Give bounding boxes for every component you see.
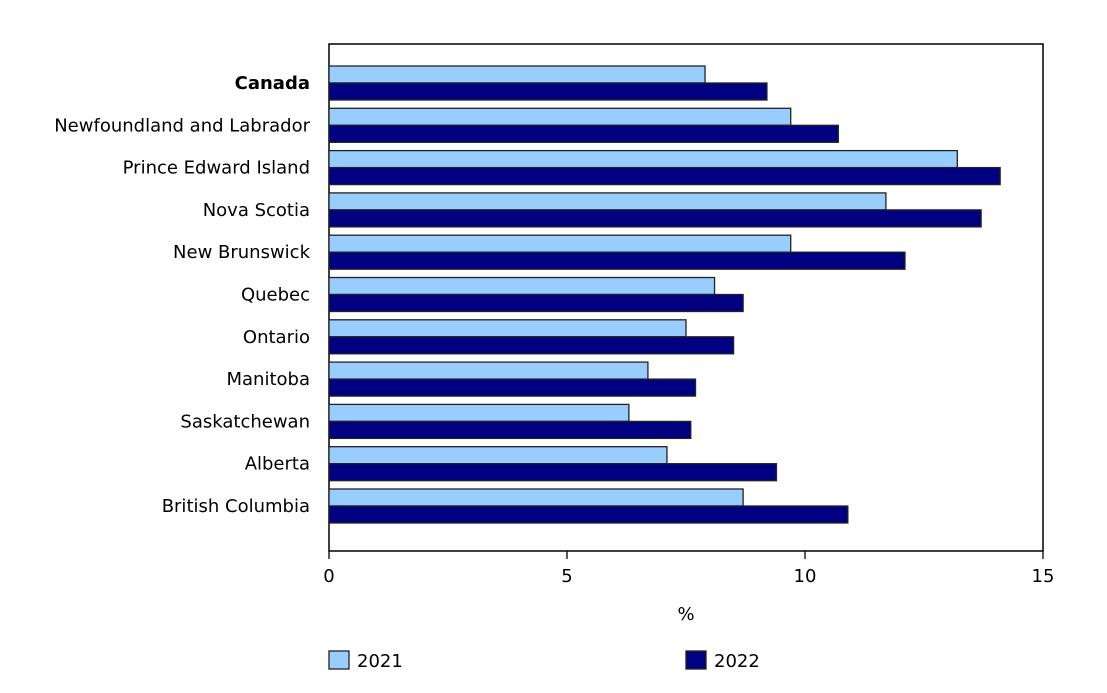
bar-2021-9 (328, 446, 668, 465)
bar-2022-7 (328, 378, 697, 397)
bar-2021-8 (328, 403, 630, 423)
legend-swatch-2022 (685, 650, 707, 670)
category-label: Canada (235, 73, 310, 94)
bar-2021-10 (328, 488, 744, 507)
bar-2022-6 (328, 336, 735, 355)
category-label: Newfoundland and Labrador (54, 115, 310, 136)
bar-2021-4 (328, 234, 792, 253)
x-tick-label: 5 (561, 566, 572, 587)
bar-2022-10 (328, 505, 849, 524)
bar-2022-9 (328, 463, 778, 482)
x-tick-label: 0 (323, 566, 334, 587)
bar-2022-5 (328, 293, 744, 313)
legend-label: 2022 (714, 651, 760, 672)
legend-swatch-2021 (328, 650, 350, 670)
x-tick-label: 10 (794, 566, 817, 587)
bar-2021-6 (328, 319, 687, 338)
category-label: Nova Scotia (203, 200, 310, 221)
x-tick-label: 15 (1032, 566, 1055, 587)
bar-2021-7 (328, 361, 649, 380)
bar-2022-0 (328, 82, 768, 101)
category-label: Manitoba (227, 369, 311, 390)
bar-2021-0 (328, 65, 706, 84)
category-label: Saskatchewan (180, 411, 310, 432)
bar-2022-1 (328, 124, 839, 143)
category-label: Quebec (241, 285, 310, 306)
legend-label: 2021 (357, 651, 403, 672)
bar-2021-3 (328, 192, 887, 211)
x-axis-label: % (677, 604, 694, 625)
bar-2022-2 (328, 166, 1001, 186)
bar-2021-1 (328, 107, 792, 126)
bar-2021-2 (328, 149, 958, 169)
bar-2022-4 (328, 251, 906, 270)
category-label: British Columbia (162, 496, 310, 517)
category-label: Ontario (243, 327, 310, 348)
bar-2022-3 (328, 209, 982, 228)
category-label: New Brunswick (173, 242, 311, 263)
category-label: Alberta (245, 454, 310, 475)
category-label: Prince Edward Island (123, 158, 310, 179)
bar-2022-8 (328, 420, 692, 440)
bar-2021-5 (328, 276, 716, 296)
